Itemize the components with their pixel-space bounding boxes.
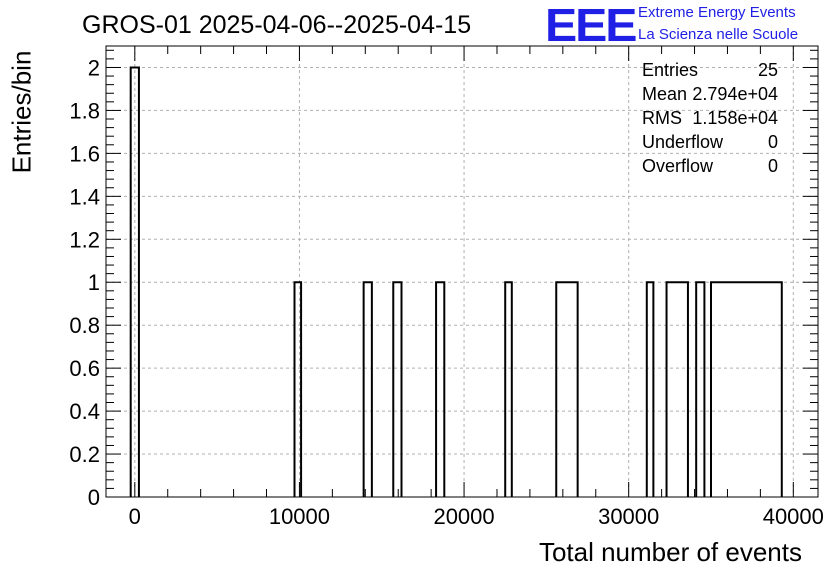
- x-tick-label: 0: [129, 504, 141, 529]
- y-tick-label: 1.8: [69, 98, 100, 123]
- histogram-bar: [293, 281, 303, 497]
- histogram-bar: [665, 281, 689, 497]
- stats-box: Entries 25 Mean 2.794e+04 RMS 1.158e+04 …: [642, 58, 780, 178]
- histogram-bar: [504, 281, 513, 497]
- y-tick-label: 0.4: [69, 399, 100, 424]
- histogram-bar: [695, 281, 706, 497]
- x-axis-label: Total number of events: [538, 537, 802, 567]
- stat-label: Underflow: [642, 132, 724, 152]
- logo-line-2: La Scienza nelle Scuole: [638, 26, 799, 43]
- stat-value: 0: [767, 132, 778, 152]
- x-tick-label: 40000: [763, 504, 824, 529]
- stat-row-mean: Mean 2.794e+04: [642, 82, 780, 106]
- stat-row-overflow: Overflow 0: [642, 154, 780, 178]
- histogram-bar: [362, 281, 373, 497]
- y-tick-label: 0.6: [69, 356, 100, 381]
- eee-logo: EEE: [545, 0, 637, 51]
- logo-line-1: Extreme Energy Events: [638, 4, 796, 21]
- y-tick-label: 1.6: [69, 141, 100, 166]
- y-tick-label: 2: [88, 55, 100, 80]
- histogram-bar: [392, 281, 403, 497]
- y-tick-label: 1.2: [69, 227, 100, 252]
- stat-label: Mean: [642, 84, 688, 104]
- x-tick-label: 10000: [269, 504, 330, 529]
- y-tick-label: 0.2: [69, 442, 100, 467]
- stat-label: Entries: [642, 60, 699, 80]
- y-tick-label: 0.8: [69, 313, 100, 338]
- histogram-bar: [555, 281, 579, 497]
- stat-value: 1.158e+04: [692, 108, 778, 128]
- histogram-bar: [709, 281, 783, 497]
- histogram-bar: [129, 66, 140, 497]
- stat-label: RMS: [642, 108, 682, 128]
- y-axis-label: Entries/bin: [6, 50, 37, 174]
- stat-row-underflow: Underflow 0: [642, 130, 780, 154]
- stat-row-entries: Entries 25: [642, 58, 780, 82]
- y-tick-label: 1: [88, 270, 100, 295]
- stat-value: 0: [767, 156, 778, 176]
- chart-title: GROS-01 2025-04-06--2025-04-15: [82, 11, 472, 39]
- plot-frame: [105, 45, 819, 498]
- stat-label: Overflow: [642, 156, 714, 176]
- y-tick-label: 1.4: [69, 184, 100, 209]
- x-tick-label: 20000: [433, 504, 494, 529]
- histogram-bar: [645, 281, 655, 497]
- stat-row-rms: RMS 1.158e+04: [642, 106, 780, 130]
- stat-value: 2.794e+04: [692, 84, 778, 104]
- histogram-bar: [435, 281, 446, 497]
- y-tick-label: 0: [88, 485, 100, 510]
- x-tick-label: 30000: [598, 504, 659, 529]
- stat-value: 25: [757, 60, 778, 80]
